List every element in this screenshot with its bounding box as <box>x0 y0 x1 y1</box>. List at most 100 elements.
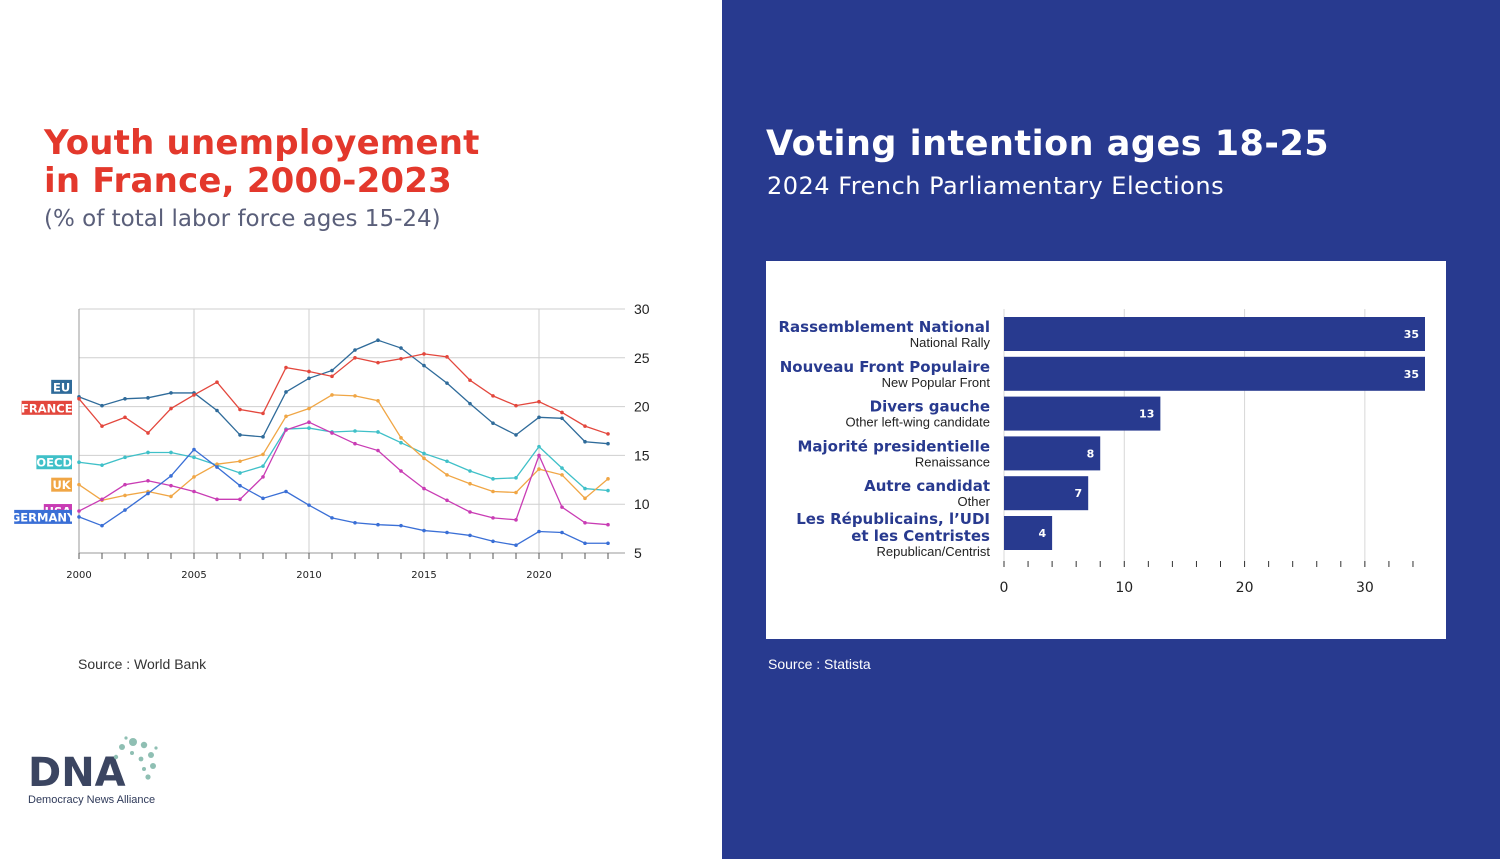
data-point <box>307 406 311 411</box>
data-point <box>192 393 196 397</box>
data-point <box>376 522 380 527</box>
data-point <box>422 352 426 356</box>
y-tick-label: 25 <box>634 350 650 366</box>
bar-value-label: 8 <box>1087 447 1095 460</box>
data-point <box>422 451 426 456</box>
legend-tag-oecd: OECD <box>36 455 72 470</box>
data-point <box>261 464 265 468</box>
data-point <box>583 541 587 546</box>
data-point <box>491 539 495 544</box>
data-point <box>215 465 219 469</box>
bar <box>1004 317 1425 351</box>
data-point <box>399 436 403 440</box>
legend-tag-label: UK <box>52 478 71 492</box>
data-point <box>583 439 587 444</box>
data-point <box>353 441 357 446</box>
bar <box>1004 396 1161 431</box>
data-point <box>169 474 173 478</box>
series-uk <box>77 393 610 503</box>
data-point <box>192 475 196 479</box>
data-point <box>146 478 150 483</box>
series-line <box>78 427 609 492</box>
data-point <box>330 393 334 397</box>
line-chart: 5 10 15 20 25 30 2000 2005 2010 2015 2020 EU FRANCE O… <box>11 301 650 581</box>
data-point <box>537 399 541 404</box>
data-point <box>169 450 173 455</box>
data-point <box>422 363 426 368</box>
data-point <box>123 493 127 498</box>
bar-value-label: 7 <box>1075 487 1083 500</box>
x-tick-label: 2010 <box>296 570 321 581</box>
data-point <box>537 467 541 471</box>
data-point <box>215 380 219 384</box>
data-point <box>468 533 472 538</box>
data-point <box>514 518 518 522</box>
line-chart-subtitle: (% of total labor force ages 15-24) <box>44 206 441 232</box>
data-point <box>399 440 403 445</box>
category-label-line2: et les Centristes <box>851 527 990 545</box>
data-point <box>491 516 495 520</box>
data-point <box>330 516 334 520</box>
data-point <box>560 416 564 421</box>
data-point <box>146 431 150 435</box>
data-point <box>399 346 403 350</box>
category-label: Divers gauche <box>870 398 990 416</box>
category-sublabel: New Popular Front <box>882 375 991 390</box>
data-point <box>100 523 104 528</box>
bar-chart-title: Voting intention ages 18-25 <box>766 124 1330 164</box>
legend-tag-bg <box>36 455 72 470</box>
data-point <box>445 355 449 359</box>
data-point <box>123 508 127 512</box>
data-point <box>100 497 104 502</box>
line-chart-title-line1: Youth unemployement <box>44 123 480 163</box>
dna-logo-mark: DNA <box>28 736 158 796</box>
data-point <box>284 428 288 432</box>
data-point <box>123 482 127 487</box>
data-point <box>560 410 564 415</box>
data-point <box>445 459 449 464</box>
data-point <box>399 523 403 528</box>
data-point <box>606 522 610 527</box>
data-point <box>353 429 357 433</box>
data-point <box>583 486 587 491</box>
category-label: Majorité presidentielle <box>797 437 990 455</box>
right-panel: Voting intention ages 18-25 2024 French … <box>722 0 1500 859</box>
y-tick-label: 30 <box>634 301 650 317</box>
data-point <box>238 459 242 464</box>
data-point <box>376 338 380 343</box>
data-point <box>261 452 265 457</box>
data-point <box>192 489 196 494</box>
category-sublabel: Other <box>957 494 990 509</box>
legend-tag-bg <box>14 509 72 524</box>
legend-tag-bg <box>51 379 72 394</box>
data-point <box>77 509 81 513</box>
y-tick-label: 15 <box>634 447 650 463</box>
y-tick-label: 10 <box>634 496 650 512</box>
category-sublabel: Other left-wing candidate <box>845 415 990 430</box>
y-tick-label: 5 <box>634 545 642 561</box>
category-label: Nouveau Front Populaire <box>780 358 990 376</box>
data-point <box>215 497 219 502</box>
data-point <box>123 396 127 401</box>
legend-tag-eu: EU <box>51 379 72 394</box>
data-point <box>399 356 403 361</box>
category-label: Rassemblement National <box>779 318 991 336</box>
category-sublabel: Renaissance <box>915 454 990 469</box>
x-tick-label: 10 <box>1115 580 1133 596</box>
data-point <box>238 471 242 475</box>
data-point <box>445 473 449 477</box>
data-point <box>238 497 242 502</box>
data-point <box>537 529 541 534</box>
bar-value-label: 35 <box>1404 368 1419 381</box>
data-point <box>192 447 196 452</box>
data-point <box>514 543 518 547</box>
data-point <box>606 432 610 436</box>
data-point <box>468 510 472 514</box>
dna-logo: DNA Democracy News Alliance <box>28 736 168 806</box>
data-point <box>445 530 449 535</box>
data-point <box>353 348 357 352</box>
series-france <box>77 352 610 436</box>
